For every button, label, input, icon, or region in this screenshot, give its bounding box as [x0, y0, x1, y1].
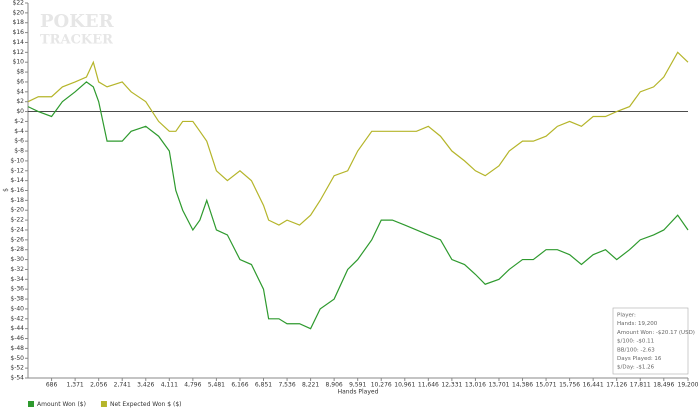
x-tick-label: 13,701 [488, 382, 509, 389]
y-tick-label: $0 [16, 108, 24, 115]
y-tick-label: $-4 [14, 128, 24, 135]
stat-line: $/Day: -$1.26 [617, 365, 655, 371]
stat-line: Days Played: 16 [617, 356, 662, 362]
y-tick-label: $22 [13, 0, 25, 7]
y-tick-label: $-40 [10, 305, 24, 312]
legend-swatch [28, 401, 34, 407]
y-tick-label: $12 [13, 49, 25, 56]
y-tick-label: $-50 [10, 355, 24, 362]
y-tick-label: $20 [13, 9, 25, 16]
y-axis-label: $ [3, 188, 10, 192]
x-tick-label: 17,811 [630, 382, 651, 389]
x-tick-label: 7,536 [278, 382, 295, 389]
x-tick-label: 11,646 [418, 382, 439, 389]
y-tick-label: $-28 [10, 246, 24, 253]
y-tick-label: $14 [13, 39, 25, 46]
x-tick-label: 4,111 [161, 382, 178, 389]
x-tick-label: 2,741 [114, 382, 131, 389]
y-tick-label: $-10 [10, 157, 24, 164]
y-tick-label: $-26 [10, 236, 24, 243]
y-tick-label: $2 [16, 98, 24, 105]
x-tick-label: 18,496 [653, 382, 674, 389]
stat-line: $/100: -$0.11 [617, 339, 654, 345]
y-tick-label: $6 [16, 78, 24, 85]
y-tick-label: $-12 [10, 167, 24, 174]
logo-text: POKER [40, 11, 115, 32]
y-tick-label: $-44 [10, 325, 24, 332]
x-tick-label: 2,056 [90, 382, 107, 389]
y-tick-label: $-8 [14, 148, 24, 155]
legend-label: Net Expected Won $ ($) [110, 401, 182, 408]
y-tick-label: $-42 [10, 315, 24, 322]
x-tick-label: 8,221 [302, 382, 319, 389]
y-tick-label: $-34 [10, 276, 24, 283]
y-tick-label: $-14 [10, 177, 24, 184]
x-tick-label: 12,331 [441, 382, 462, 389]
x-tick-label: 10,961 [394, 382, 415, 389]
series-line [27, 51, 689, 226]
y-tick-label: $-22 [10, 217, 24, 224]
y-tick-label: $-52 [10, 365, 24, 372]
x-axis-label: Hands Played [338, 389, 379, 396]
x-tick-label: 1,371 [67, 382, 84, 389]
y-tick-label: $8 [16, 69, 24, 76]
y-tick-label: $-24 [10, 226, 24, 233]
y-tick-label: $4 [16, 88, 24, 95]
y-tick-label: $-36 [10, 286, 24, 293]
y-tick-label: $16 [13, 29, 25, 36]
x-tick-label: 6,166 [231, 382, 248, 389]
stat-line: Amount Won: -$20.17 (USD) [617, 330, 695, 336]
x-tick-label: 16,441 [583, 382, 604, 389]
x-tick-label: 4,796 [184, 382, 201, 389]
y-tick-label: $-32 [10, 266, 24, 273]
x-tick-label: 686 [46, 382, 58, 389]
x-tick-label: 17,126 [606, 382, 627, 389]
y-tick-label: $-30 [10, 256, 24, 263]
y-tick-label: $-20 [10, 207, 24, 214]
x-tick-label: 5,481 [208, 382, 225, 389]
x-tick-label: 19,200 [678, 382, 699, 389]
x-tick-label: 14,386 [512, 382, 533, 389]
series-line [27, 81, 689, 330]
y-tick-label: $-54 [10, 375, 24, 382]
y-tick-label: $-18 [10, 197, 24, 204]
x-tick-label: 3,426 [137, 382, 154, 389]
legend-swatch [100, 401, 107, 407]
y-tick-label: $-2 [14, 118, 24, 125]
x-tick-label: 9,591 [349, 382, 366, 389]
stats-box [612, 307, 689, 375]
x-tick-label: 10,276 [371, 382, 392, 389]
logo-text: TRACKER [40, 33, 113, 48]
y-tick-label: $-46 [10, 335, 24, 342]
x-tick-label: 6,851 [255, 382, 272, 389]
x-tick-label: 15,071 [536, 382, 557, 389]
x-tick-label: 15,756 [559, 382, 580, 389]
stat-line: BB/100: -2.63 [617, 347, 655, 353]
stat-line: Hands: 19,200 [617, 321, 658, 327]
y-tick-label: $18 [13, 19, 25, 26]
legend-label: Amount Won ($) [37, 401, 86, 408]
y-tick-label: $-38 [10, 296, 24, 303]
x-tick-label: 13,016 [465, 382, 486, 389]
x-tick-label: 8,906 [326, 382, 343, 389]
stat-line: Player: [617, 313, 636, 319]
y-tick-label: $10 [13, 59, 25, 66]
y-tick-label: $-6 [14, 138, 24, 145]
y-tick-label: $-48 [10, 345, 24, 352]
y-tick-label: $-16 [10, 187, 24, 194]
